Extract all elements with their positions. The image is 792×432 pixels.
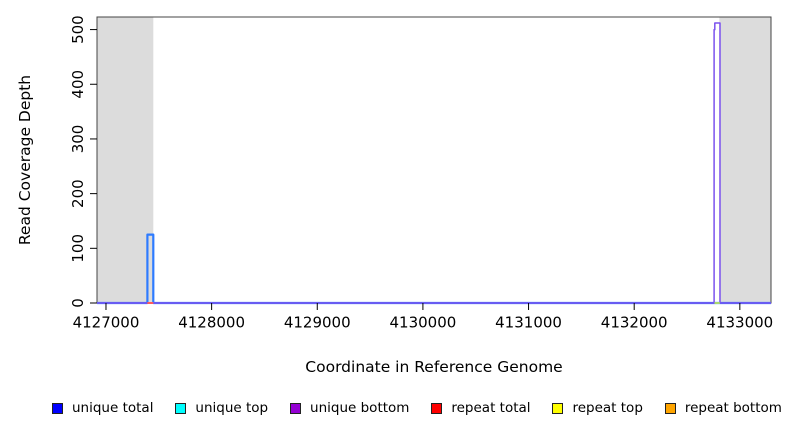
- y-tick-label: 500: [69, 15, 87, 44]
- legend-item-repeat-bottom: repeat bottom: [664, 400, 782, 416]
- x-tick-label: 4131000: [495, 314, 562, 332]
- y-tick-label: 300: [69, 125, 87, 154]
- x-tick-label: 4127000: [73, 314, 140, 332]
- x-tick-label: 4129000: [284, 314, 351, 332]
- legend-item-unique-total: unique total: [52, 400, 153, 416]
- x-tick-label: 4130000: [390, 314, 457, 332]
- legend-item-label: unique total: [72, 400, 154, 416]
- legend-item-label: unique bottom: [310, 400, 410, 416]
- x-axis-label: Coordinate in Reference Genome: [305, 358, 563, 376]
- left-flank-region: [97, 17, 154, 303]
- plot-box: [96, 16, 772, 304]
- y-axis-label: Read Coverage Depth: [16, 75, 34, 245]
- legend-item-label: repeat total: [451, 400, 531, 416]
- y-tick-label: 0: [69, 298, 87, 308]
- series-unique-total: [97, 233, 771, 305]
- x-tick-label: 4133000: [706, 314, 773, 332]
- legend-color-swatch: [175, 402, 187, 414]
- legend-item-unique-bottom: unique bottom: [290, 400, 409, 416]
- legend-item-repeat-total: repeat total: [431, 400, 531, 416]
- legend-color-swatch: [664, 402, 676, 414]
- x-tick-label: 4128000: [178, 314, 245, 332]
- y-tick-label: 200: [69, 179, 87, 208]
- legend-item-label: unique top: [195, 400, 269, 416]
- legend-color-swatch: [52, 402, 63, 414]
- series-unique-bottom: [97, 22, 771, 304]
- legend-item-unique-top: unique top: [175, 400, 268, 416]
- x-tick-label: 4132000: [601, 314, 668, 332]
- coverage-plot-svg: 4127000 4128000 4129000 4130000 4131000 41320…: [16, 15, 773, 332]
- legend: unique total unique top unique bottom repea…: [52, 400, 782, 416]
- legend-color-swatch: [552, 402, 564, 414]
- legend-item-repeat-top: repeat top: [552, 400, 643, 416]
- right-flank-region: [719, 17, 771, 303]
- legend-item-label: repeat top: [572, 400, 643, 416]
- y-tick-label: 400: [69, 70, 87, 99]
- legend-color-swatch: [431, 402, 443, 414]
- y-tick-label: 100: [69, 234, 87, 263]
- legend-item-label: repeat bottom: [684, 400, 782, 416]
- legend-color-swatch: [290, 402, 302, 414]
